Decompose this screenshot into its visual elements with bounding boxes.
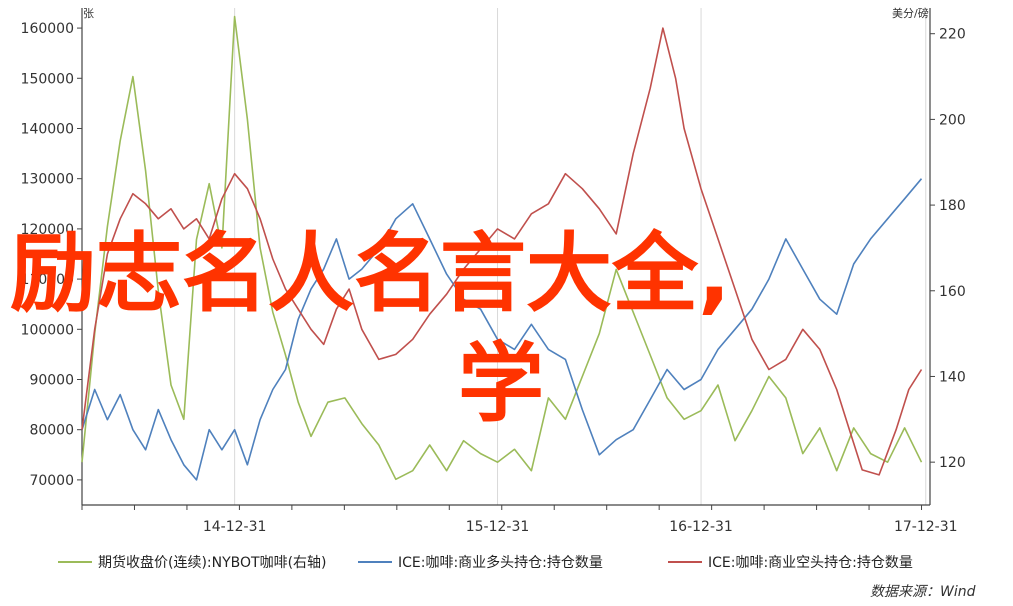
y-right-tick-label: 180: [939, 198, 966, 214]
series-group: [81, 15, 923, 481]
y-right-tick-label: 140: [939, 369, 966, 385]
series-line-3: [81, 27, 923, 476]
y-left-tick-label: 140000: [21, 121, 74, 137]
legend-label-1: 期货收盘价(连续):NYBOT咖啡(右轴): [98, 554, 327, 571]
y-left-tick-label: 160000: [21, 21, 74, 37]
x-tick-label: 14-12-31: [203, 519, 267, 535]
y-right-tick-label: 220: [939, 27, 966, 43]
series-line-1: [81, 15, 923, 481]
source-text: 数据来源：Wind: [870, 584, 976, 600]
x-tick-label: 17-12-31: [894, 519, 958, 535]
y-right-tick-label: 120: [939, 455, 966, 471]
series-line-2: [81, 178, 923, 481]
grid: [234, 8, 927, 505]
y-left-tick-label: 150000: [21, 71, 74, 87]
legend: 期货收盘价(连续):NYBOT咖啡(右轴) ICE:咖啡:商业多头持仓:持仓数量 I…: [58, 554, 913, 571]
y-left-tick-label: 120000: [21, 222, 74, 238]
x-tick-label: 16-12-31: [669, 519, 733, 535]
overlay-title-line2: 学: [458, 334, 544, 434]
axes: 70000 80000 90000 100000 110000 120000 130000 1…: [21, 8, 966, 535]
y-left-tick-label: 80000: [29, 423, 74, 439]
y-right-tick-label: 200: [939, 112, 966, 128]
legend-label-3: ICE:咖啡:商业空头持仓:持仓数量: [708, 555, 913, 571]
y-left-tick-label: 70000: [29, 473, 74, 489]
y-right-unit: 美分/磅: [892, 6, 929, 20]
overlay-title-line1: 励志名人名言大全,: [10, 224, 731, 324]
x-tick-label: 15-12-31: [466, 519, 530, 535]
y-left-tick-label: 90000: [29, 372, 74, 388]
y-left-tick-label: 130000: [21, 172, 74, 188]
y-left-unit: 张: [83, 7, 94, 20]
legend-label-2: ICE:咖啡:商业多头持仓:持仓数量: [398, 554, 603, 571]
y-right-tick-label: 160: [939, 284, 966, 300]
y-left-tick-label: 100000: [21, 322, 74, 338]
y-left-tick-label: 110000: [21, 272, 74, 288]
